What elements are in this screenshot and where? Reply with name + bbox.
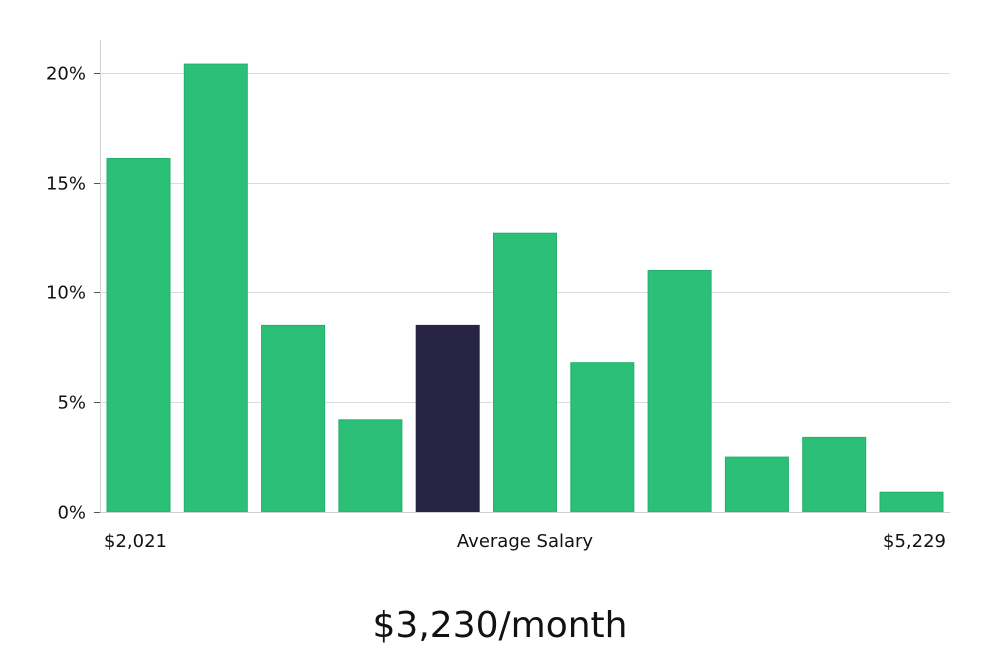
x-max-label: $5,229 xyxy=(883,531,946,552)
y-tick-label: 5% xyxy=(57,393,86,414)
salary-distribution-chart: 0% 5% 10% 15% 20% $2,021 Average Salary $5,2… xyxy=(46,40,950,552)
axis-layer: 0% 5% 10% 15% 20% xyxy=(46,40,950,524)
bar xyxy=(802,436,867,513)
bar xyxy=(183,63,248,513)
y-tick-label: 10% xyxy=(46,283,86,304)
bar xyxy=(879,491,944,513)
y-tick-label: 0% xyxy=(57,503,86,524)
x-axis-title: Average Salary xyxy=(457,531,594,552)
bar xyxy=(493,232,557,513)
x-min-label: $2,021 xyxy=(104,531,167,552)
bar-highlighted xyxy=(415,324,480,513)
bars-layer xyxy=(106,63,944,513)
bar xyxy=(261,324,326,513)
average-salary-headline: $3,230/month xyxy=(372,605,628,646)
bar xyxy=(724,456,789,513)
bar xyxy=(338,419,403,513)
bar xyxy=(647,270,712,513)
y-tick-label: 15% xyxy=(46,174,86,195)
y-tick-label: 20% xyxy=(46,64,86,85)
bar xyxy=(570,362,635,513)
bar xyxy=(106,158,171,513)
